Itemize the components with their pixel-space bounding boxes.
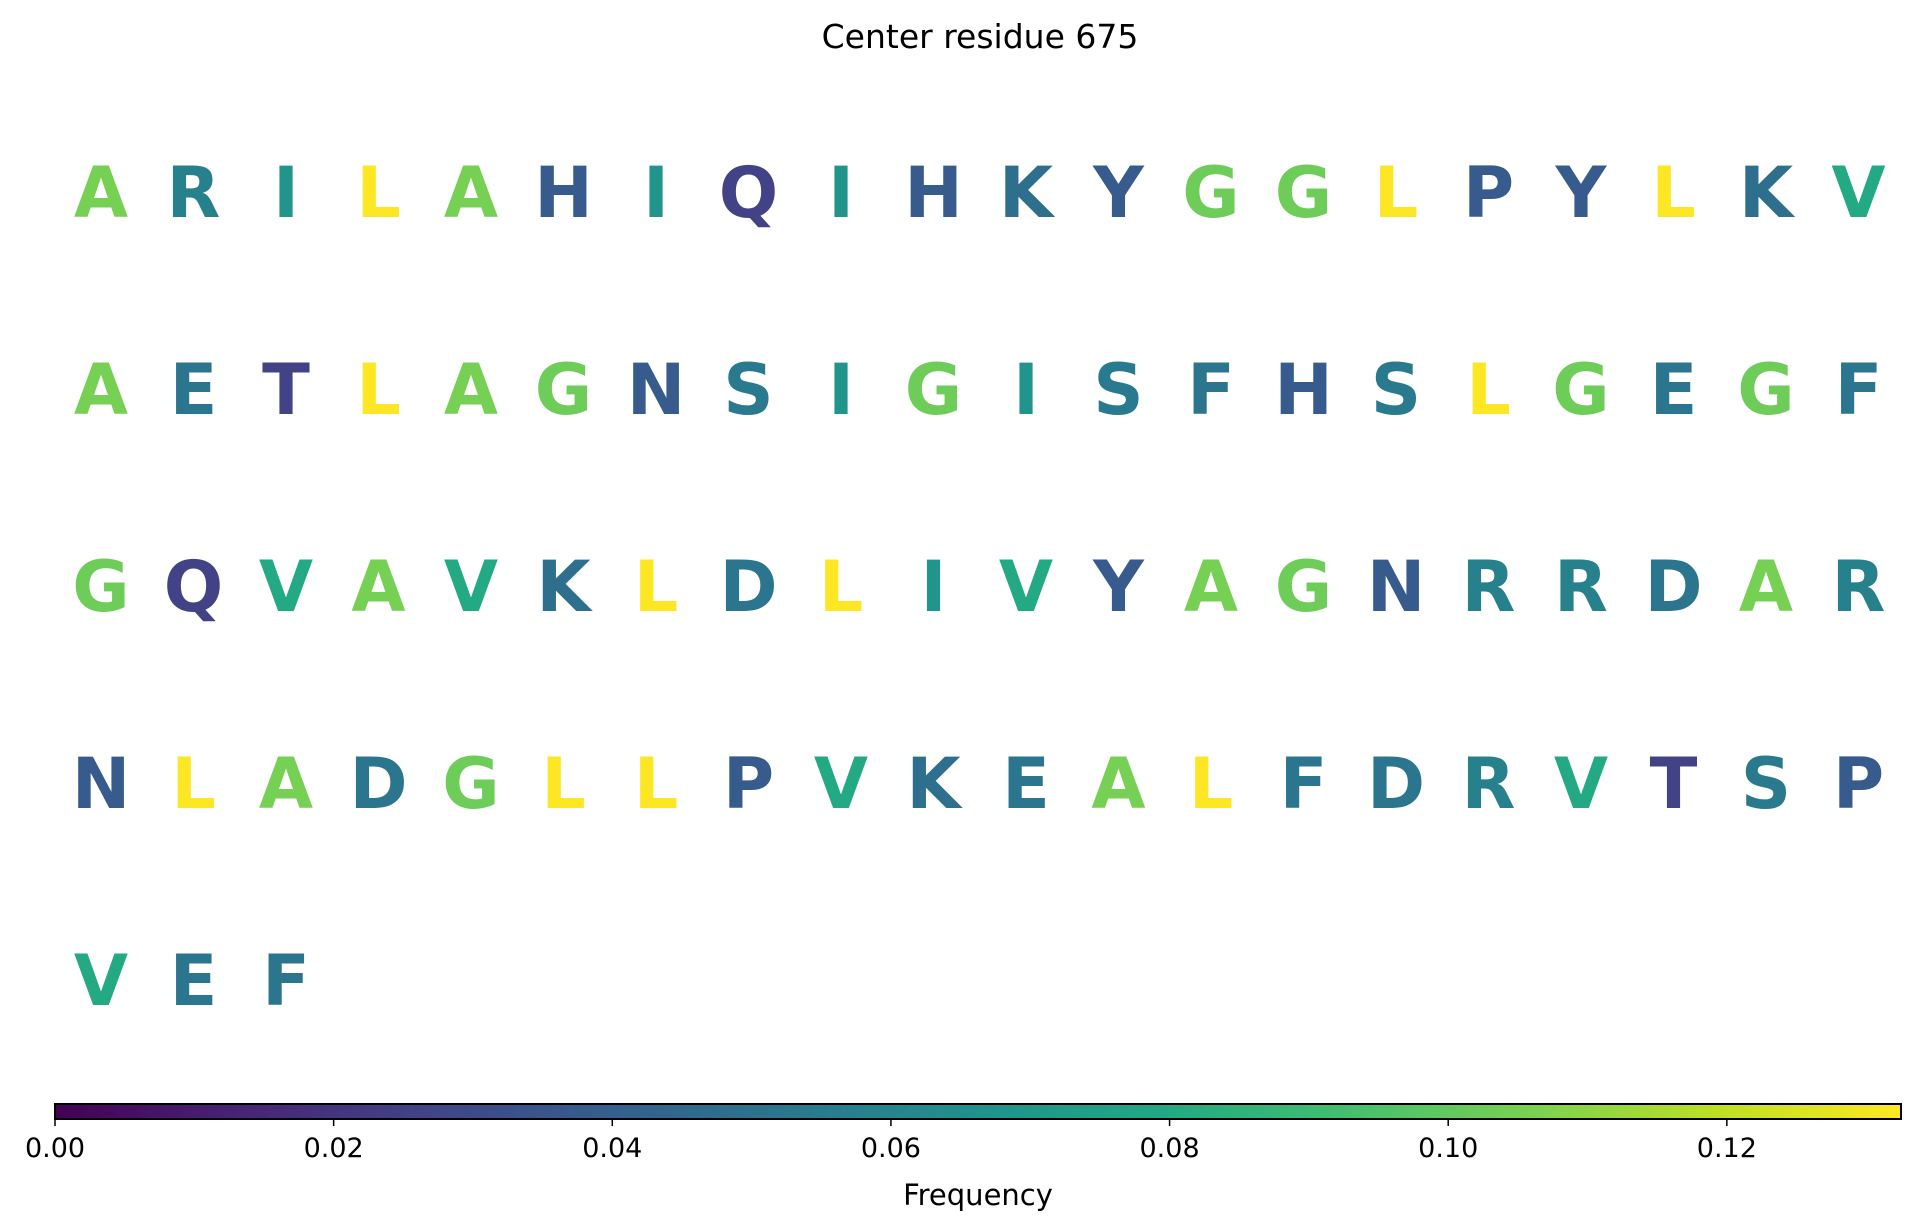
residue-letter: G bbox=[1275, 152, 1332, 234]
residue-letter: E bbox=[170, 349, 218, 431]
residue-letter: S bbox=[1093, 349, 1143, 431]
residue-letter: G bbox=[1182, 152, 1239, 234]
residue-letter: H bbox=[1274, 349, 1333, 431]
residue-letter: A bbox=[444, 152, 498, 234]
residue-letter: F bbox=[1280, 743, 1328, 825]
colorbar-tick-label: 0.06 bbox=[861, 1133, 921, 1164]
residue-letter: I bbox=[273, 152, 299, 234]
residue-letter: Y bbox=[1092, 152, 1145, 234]
residue-letter: G bbox=[1275, 546, 1332, 628]
residue-letter: V bbox=[1554, 743, 1608, 825]
residue-letter: G bbox=[1552, 349, 1609, 431]
residue-letter: L bbox=[541, 743, 586, 825]
colorbar-ticks: 0.00 0.02 0.04 0.06 0.08 0.10 0.12 bbox=[25, 1119, 1757, 1164]
residue-letter: D bbox=[719, 546, 777, 628]
residue-letter: G bbox=[72, 546, 129, 628]
residue-letter: P bbox=[1833, 743, 1884, 825]
residue-letter: I bbox=[828, 152, 854, 234]
residue-letter: D bbox=[1367, 743, 1425, 825]
residue-letter: N bbox=[1367, 546, 1426, 628]
colorbar-tick-label: 0.12 bbox=[1697, 1133, 1757, 1164]
residue-letter: R bbox=[1462, 546, 1516, 628]
residue-letter: I bbox=[828, 349, 854, 431]
colorbar-tick-label: 0.00 bbox=[25, 1133, 85, 1164]
residue-letter: G bbox=[905, 349, 962, 431]
residue-letter: Q bbox=[719, 152, 779, 234]
residue-letter: I bbox=[1013, 349, 1039, 431]
residue-letter: A bbox=[1739, 546, 1793, 628]
residue-letter: L bbox=[171, 743, 216, 825]
residue-letter: N bbox=[72, 743, 131, 825]
residue-letter: S bbox=[1741, 743, 1791, 825]
residue-letter: H bbox=[534, 152, 593, 234]
residue-letter: D bbox=[349, 743, 407, 825]
residue-letter: F bbox=[1187, 349, 1235, 431]
residue-letter: G bbox=[1737, 349, 1794, 431]
residue-letter: L bbox=[1374, 152, 1419, 234]
residue-letter: L bbox=[634, 743, 679, 825]
residue-letter: K bbox=[999, 152, 1056, 234]
residue-letter: I bbox=[920, 546, 946, 628]
residue-letter: L bbox=[819, 546, 864, 628]
colorbar-tick-label: 0.08 bbox=[1140, 1133, 1200, 1164]
colorbar-tick-label: 0.10 bbox=[1418, 1133, 1478, 1164]
residue-letter: V bbox=[1831, 152, 1885, 234]
residue-letter: L bbox=[634, 546, 679, 628]
residue-letter: Y bbox=[1555, 152, 1608, 234]
residue-letter: Y bbox=[1092, 546, 1145, 628]
residue-letter: L bbox=[1189, 743, 1234, 825]
residue-letter: V bbox=[814, 743, 868, 825]
residue-grid: A R I L A H I Q I H K Y G G L P Y L K VA E T L A G N S I G I S F H S L G E G F… bbox=[72, 152, 1886, 1022]
residue-letter: G bbox=[535, 349, 592, 431]
colorbar-tick-label: 0.02 bbox=[304, 1133, 364, 1164]
residue-letter: G bbox=[442, 743, 499, 825]
colorbar-label: Frequency bbox=[903, 1178, 1053, 1212]
residue-letter: R bbox=[1832, 546, 1886, 628]
residue-letter: E bbox=[170, 940, 218, 1022]
residue-letter: V bbox=[444, 546, 498, 628]
residue-letter: K bbox=[1739, 152, 1796, 234]
residue-letter: E bbox=[1650, 349, 1698, 431]
residue-letter: F bbox=[262, 940, 310, 1022]
residue-letter: T bbox=[1650, 743, 1698, 825]
residue-letter: H bbox=[904, 152, 963, 234]
residue-letter: V bbox=[259, 546, 313, 628]
chart-title: Center residue 675 bbox=[822, 17, 1139, 56]
residue-letter: A bbox=[444, 349, 498, 431]
residue-letter: Q bbox=[164, 546, 224, 628]
residue-letter: T bbox=[262, 349, 310, 431]
residue-letter: E bbox=[1002, 743, 1050, 825]
residue-letter: P bbox=[723, 743, 774, 825]
residue-letter: A bbox=[1184, 546, 1238, 628]
residue-letter: A bbox=[74, 152, 128, 234]
residue-letter: P bbox=[1463, 152, 1514, 234]
residue-letter: R bbox=[1554, 546, 1608, 628]
residue-letter: R bbox=[1462, 743, 1516, 825]
colorbar-tick-label: 0.04 bbox=[582, 1133, 642, 1164]
colorbar: 0.00 0.02 0.04 0.06 0.08 0.10 0.12 Frequency bbox=[25, 1103, 1902, 1212]
residue-letter: A bbox=[259, 743, 313, 825]
residue-letter: I bbox=[643, 152, 669, 234]
residue-letter: V bbox=[74, 940, 128, 1022]
residue-letter: A bbox=[351, 546, 405, 628]
residue-letter: S bbox=[1371, 349, 1421, 431]
colorbar-gradient bbox=[54, 1103, 1902, 1120]
residue-letter: K bbox=[906, 743, 963, 825]
residue-letter: L bbox=[356, 152, 401, 234]
residue-letter: N bbox=[627, 349, 686, 431]
residue-letter: R bbox=[167, 152, 221, 234]
residue-letter: D bbox=[1644, 546, 1702, 628]
residue-letter: A bbox=[1091, 743, 1145, 825]
residue-letter: F bbox=[1835, 349, 1883, 431]
residue-letter: V bbox=[999, 546, 1053, 628]
residue-letter: L bbox=[356, 349, 401, 431]
residue-letter: A bbox=[74, 349, 128, 431]
residue-letter: S bbox=[723, 349, 773, 431]
residue-letter: L bbox=[1651, 152, 1696, 234]
residue-letter: L bbox=[1466, 349, 1511, 431]
residue-letter: K bbox=[536, 546, 593, 628]
